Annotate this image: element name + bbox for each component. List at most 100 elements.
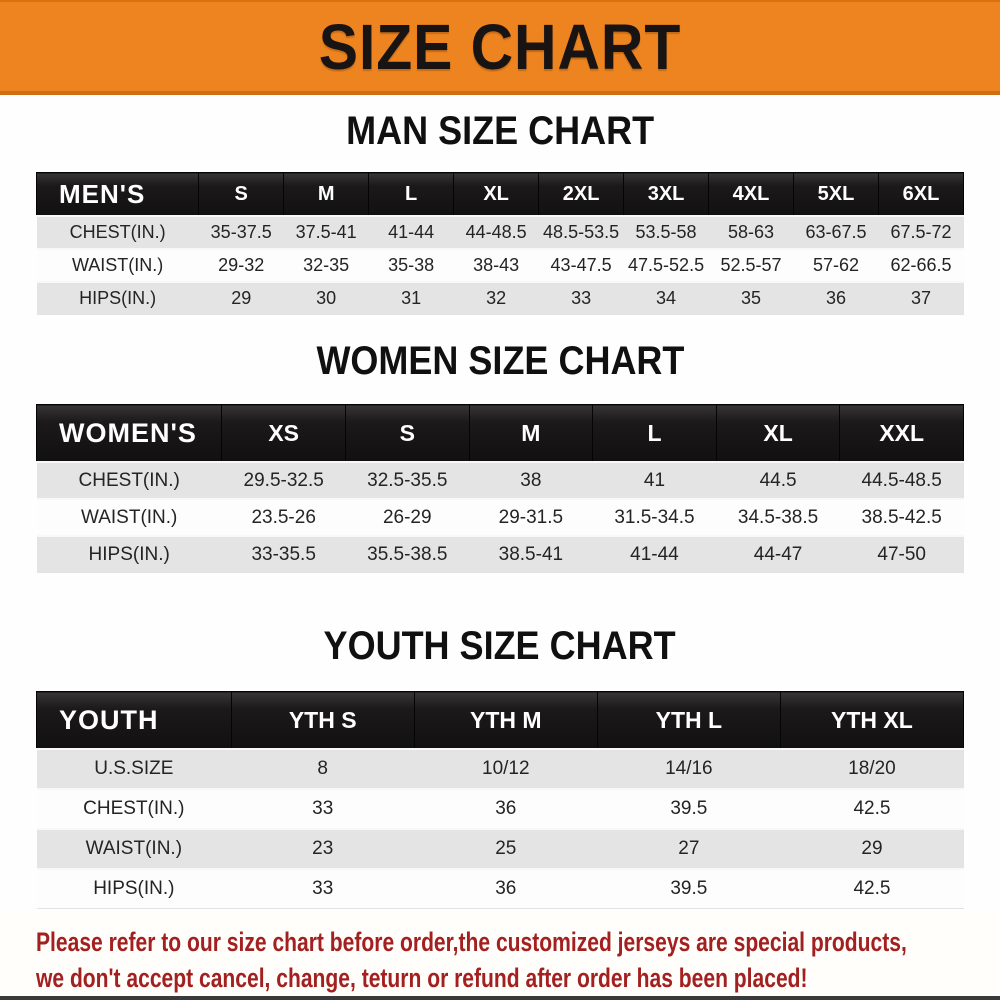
size-value-cell: 34.5-38.5 <box>737 506 819 528</box>
header-row: YOUTH YTH S YTH M YTH L YTH XL <box>36 691 965 750</box>
size-column-header: S <box>344 404 470 463</box>
size-value-cell: 14/16 <box>665 758 713 779</box>
size-value-cell: 38.5-41 <box>498 543 564 565</box>
size-column-header: 3XL <box>623 172 710 217</box>
size-value-cell: 37 <box>910 288 931 308</box>
size-table-youth: YOUTH YTH S YTH M YTH L YTH XL U.S.SIZE 8 10/12… <box>36 691 965 909</box>
row-label: HIPS(IN.) <box>79 288 157 308</box>
section-heading-text: WOMEN SIZE CHART <box>316 339 684 383</box>
header-row: WOMEN'S XS S M L XL XXL <box>35 404 964 463</box>
size-column-header: XL <box>715 404 841 463</box>
measurement-row: WAIST(IN.) 29-32 32-35 35-38 38-43 43-47.5 47.… <box>36 249 964 282</box>
table-group-label: YOUTH <box>36 691 232 750</box>
size-value-cell: 27 <box>678 838 700 859</box>
size-value-cell: 39.5 <box>670 878 708 899</box>
size-value-cell: 30 <box>316 288 337 308</box>
size-section-men: MAN SIZE CHART MEN'S S M L XL 2XL 3XL 4XL 5XL 6XL C… <box>0 111 1000 315</box>
size-value-cell: 37.5-41 <box>295 222 357 242</box>
size-value-cell: 44.5-48.5 <box>861 469 942 491</box>
measurement-row: CHEST(IN.) 35-37.5 37.5-41 41-44 44-48.5 48.5… <box>36 216 964 249</box>
measurement-row: CHEST(IN.) 29.5-32.5 32.5-35.5 38 41 44.5 44.5… <box>36 462 964 499</box>
size-value-cell: 38.5-42.5 <box>861 506 942 528</box>
size-value-cell: 41 <box>643 469 666 491</box>
size-column-header: XXL <box>839 404 964 463</box>
size-value-cell: 33 <box>571 288 592 308</box>
measurement-row: HIPS(IN.) 33 36 39.5 42.5 <box>36 869 964 909</box>
measurement-row: WAIST(IN.) 23 25 27 29 <box>36 829 964 869</box>
size-value-cell: 23.5-26 <box>251 506 316 528</box>
section-heading-men: MAN SIZE CHART <box>0 111 1000 151</box>
size-value-cell: 29 <box>231 288 252 308</box>
size-value-cell: 26-29 <box>382 506 432 528</box>
size-value-cell: 18/20 <box>848 758 896 779</box>
size-section-youth: YOUTH SIZE CHART YOUTH YTH S YTH M YTH L YTH … <box>0 626 1000 909</box>
row-label: WAIST(IN.) <box>71 255 164 275</box>
size-value-cell: 48.5-53.5 <box>543 222 620 242</box>
size-value-cell: 29.5-32.5 <box>243 469 324 491</box>
size-column-header: L <box>368 172 455 217</box>
section-heading-text: MAN SIZE CHART <box>346 109 654 153</box>
size-column-header: YTH S <box>230 691 415 750</box>
footer-line-2-text: we don't accept cancel, change, teturn o… <box>36 963 808 993</box>
size-value-cell: 33-35.5 <box>251 543 316 565</box>
measurement-row: HIPS(IN.) 33-35.5 35.5-38.5 38.5-41 41-44 44-… <box>36 536 964 573</box>
size-column-header: L <box>592 404 717 463</box>
row-label: HIPS(IN.) <box>88 543 170 565</box>
size-value-cell: 35-37.5 <box>210 222 272 242</box>
size-value-cell: 42.5 <box>853 798 891 819</box>
size-column-header: S <box>198 172 285 217</box>
size-value-cell: 25 <box>495 838 517 859</box>
size-value-cell: 36 <box>495 798 517 819</box>
size-value-cell: 29-31.5 <box>498 506 564 528</box>
size-value-cell: 35 <box>741 288 762 308</box>
table-group-label: MEN'S <box>35 172 200 217</box>
size-table-men: MEN'S S M L XL 2XL 3XL 4XL 5XL 6XL CHEST(IN.) 35-37… <box>35 172 965 315</box>
size-value-cell: 39.5 <box>670 798 708 819</box>
size-value-cell: 38 <box>520 469 542 491</box>
footer-line-2: we don't accept cancel, change, teturn o… <box>36 960 980 996</box>
size-table-women: WOMEN'S XS S M L XL XXL CHEST(IN.) 29.5-32.5 32.5… <box>35 404 964 573</box>
size-column-header: M <box>468 404 594 463</box>
size-column-header: YTH M <box>413 691 598 750</box>
size-value-cell: 58-63 <box>727 222 775 242</box>
size-column-header: M <box>283 172 370 217</box>
size-column-header: 6XL <box>877 172 965 217</box>
size-value-cell: 41-44 <box>630 543 679 565</box>
row-label: U.S.SIZE <box>94 758 174 779</box>
size-value-cell: 33 <box>312 798 334 819</box>
size-value-cell: 23 <box>312 838 334 859</box>
size-column-header: 2XL <box>538 172 625 217</box>
row-label: WAIST(IN.) <box>80 506 178 528</box>
size-value-cell: 10/12 <box>482 758 530 779</box>
size-value-cell: 8 <box>317 758 328 779</box>
size-chart-sections: MAN SIZE CHART MEN'S S M L XL 2XL 3XL 4XL 5XL 6XL C… <box>0 95 1000 909</box>
size-value-cell: 67.5-72 <box>890 222 952 242</box>
size-column-header: YTH XL <box>779 691 965 750</box>
size-value-cell: 35-38 <box>388 255 435 275</box>
size-value-cell: 44-48.5 <box>465 222 527 242</box>
header-row: MEN'S S M L XL 2XL 3XL 4XL 5XL 6XL <box>35 172 965 217</box>
size-column-header: 4XL <box>708 172 794 217</box>
size-value-cell: 29-32 <box>218 255 265 275</box>
size-column-header: YTH L <box>596 691 781 750</box>
size-section-women: WOMEN SIZE CHART WOMEN'S XS S M L XL XXL CHEST(I… <box>0 341 1000 573</box>
size-column-header: XL <box>453 172 540 217</box>
size-value-cell: 44-47 <box>753 543 803 565</box>
size-value-cell: 47.5-52.5 <box>628 255 705 275</box>
section-heading-text: YOUTH SIZE CHART <box>323 624 677 668</box>
row-label: HIPS(IN.) <box>93 878 175 899</box>
size-value-cell: 36 <box>825 288 846 308</box>
bottom-bar <box>0 996 1000 1000</box>
size-value-cell: 32-35 <box>303 255 350 275</box>
size-value-cell: 35.5-38.5 <box>367 543 448 565</box>
measurement-row: CHEST(IN.) 33 36 39.5 42.5 <box>36 789 964 829</box>
size-value-cell: 57-62 <box>812 255 859 275</box>
size-value-cell: 42.5 <box>853 878 891 899</box>
footer-note: Please refer to our size chart before or… <box>0 909 1000 996</box>
size-value-cell: 43-47.5 <box>550 255 612 275</box>
section-heading-women: WOMEN SIZE CHART <box>0 341 1000 381</box>
banner: SIZE CHART <box>0 0 1000 95</box>
size-value-cell: 62-66.5 <box>890 255 952 275</box>
size-value-cell: 32.5-35.5 <box>367 469 448 491</box>
